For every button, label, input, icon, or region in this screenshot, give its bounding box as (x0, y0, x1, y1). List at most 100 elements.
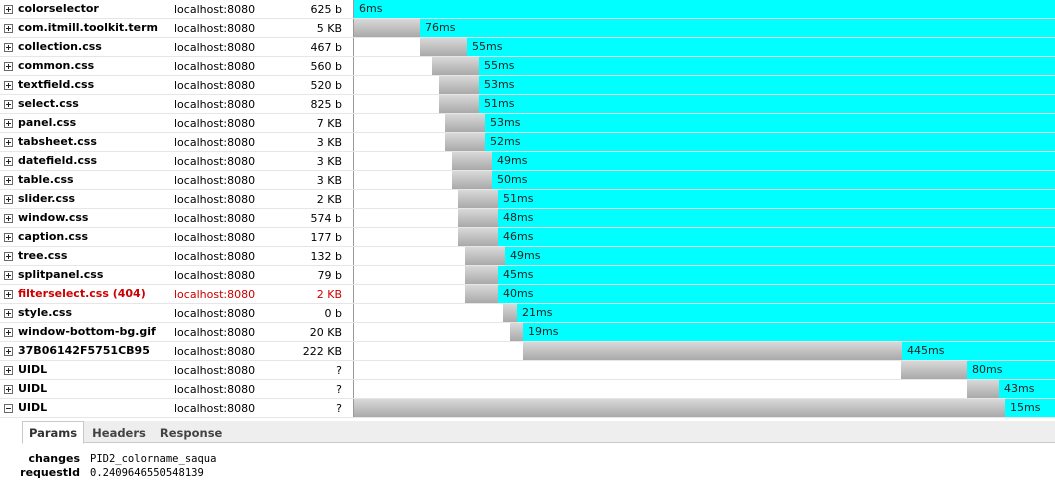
request-url[interactable]: tabsheet.css (18, 133, 168, 150)
request-timeline: 445ms (353, 342, 1055, 360)
request-url[interactable]: panel.css (18, 114, 168, 131)
tab-params[interactable]: Params (22, 421, 84, 444)
expand-icon[interactable] (4, 157, 13, 166)
expand-icon[interactable] (4, 271, 13, 280)
expand-icon[interactable] (4, 252, 13, 261)
timeline-cache-bar (492, 152, 1055, 170)
expand-icon[interactable] (4, 119, 13, 128)
request-url[interactable]: filterselect.css (404) (18, 285, 168, 302)
expand-icon[interactable] (4, 138, 13, 147)
request-timeline: 49ms (353, 152, 1055, 170)
timeline-wait-bar (354, 304, 503, 322)
request-row[interactable]: textfield.css localhost:8080 520 b 53ms (0, 76, 1055, 95)
request-row[interactable]: window.css localhost:8080 574 b 48ms (0, 209, 1055, 228)
request-url[interactable]: table.css (18, 171, 168, 188)
request-url[interactable]: UIDL (18, 399, 168, 416)
expand-icon[interactable] (4, 328, 13, 337)
request-row[interactable]: UIDL localhost:8080? 43ms (0, 380, 1055, 399)
expand-icon[interactable] (4, 176, 13, 185)
request-row[interactable]: splitpanel.css localhost:8080 79 b 45ms (0, 266, 1055, 285)
request-timeline: 53ms (353, 114, 1055, 132)
request-url[interactable]: caption.css (18, 228, 168, 245)
timeline-duration-label: 55ms (484, 59, 514, 73)
expand-icon[interactable] (4, 366, 13, 375)
timeline-duration-label: 52ms (490, 135, 520, 149)
expand-icon[interactable] (4, 5, 13, 14)
request-row[interactable]: datefield.css localhost:8080 3 KB 49ms (0, 152, 1055, 171)
expand-icon[interactable] (4, 233, 13, 242)
request-domain: localhost:8080 (174, 115, 255, 132)
request-row[interactable]: colorselector localhost:8080 625 b 6ms (0, 0, 1055, 19)
request-url[interactable]: window.css (18, 209, 168, 226)
request-timeline: 6ms (353, 0, 1055, 18)
request-size: 467 b (270, 39, 342, 56)
timeline-load-bar (465, 247, 505, 265)
timeline-load-bar (439, 76, 479, 94)
request-url[interactable]: datefield.css (18, 152, 168, 169)
timeline-wait-bar (354, 247, 465, 265)
request-row[interactable]: panel.css localhost:8080 7 KB 53ms (0, 114, 1055, 133)
request-timeline: 50ms (353, 171, 1055, 189)
request-row[interactable]: style.css localhost:8080 0 b 21ms (0, 304, 1055, 323)
expand-icon[interactable] (4, 24, 13, 33)
expand-icon[interactable] (4, 100, 13, 109)
request-url[interactable]: com.itmill.toolkit.term (18, 19, 168, 36)
request-url[interactable]: collection.css (18, 38, 168, 55)
expand-icon[interactable] (4, 195, 13, 204)
request-row[interactable]: com.itmill.toolkit.term localhost:8080 5 K… (0, 19, 1055, 38)
param-name: changes (0, 452, 80, 466)
request-url[interactable]: colorselector (18, 0, 168, 17)
request-row[interactable]: caption.css localhost:8080 177 b 46ms (0, 228, 1055, 247)
tab-response[interactable]: Response (154, 422, 228, 444)
request-url[interactable]: select.css (18, 95, 168, 112)
request-row[interactable]: UIDL localhost:8080? 15ms (0, 399, 1055, 418)
request-row[interactable]: table.css localhost:8080 3 KB 50ms (0, 171, 1055, 190)
request-url[interactable]: slider.css (18, 190, 168, 207)
request-row[interactable]: 37B06142F5751CB95 localhost:8080 222 KB 445… (0, 342, 1055, 361)
expand-icon[interactable] (4, 347, 13, 356)
request-size: 625 b (270, 1, 342, 18)
timeline-wait-bar (354, 266, 465, 284)
request-row[interactable]: filterselect.css (404) localhost:8080 2 KB… (0, 285, 1055, 304)
timeline-load-bar (967, 380, 999, 398)
request-timeline: 80ms (353, 361, 1055, 379)
request-row[interactable]: UIDL localhost:8080? 80ms (0, 361, 1055, 380)
request-row[interactable]: tabsheet.css localhost:8080 3 KB 52ms (0, 133, 1055, 152)
request-url[interactable]: window-bottom-bg.gif (18, 323, 168, 340)
request-url[interactable]: tree.css (18, 247, 168, 264)
request-url[interactable]: common.css (18, 57, 168, 74)
request-size: 2 KB (270, 286, 342, 303)
expand-icon[interactable] (4, 214, 13, 223)
request-row[interactable]: tree.css localhost:8080 132 b 49ms (0, 247, 1055, 266)
network-request-list: colorselector localhost:8080 625 b 6ms com.i… (0, 0, 1055, 418)
timeline-duration-label: 51ms (503, 192, 533, 206)
timeline-cache-bar (467, 38, 1055, 56)
expand-icon[interactable] (4, 290, 13, 299)
timeline-duration-label: 43ms (1004, 382, 1034, 396)
request-domain: localhost:8080 (174, 20, 255, 37)
expand-icon[interactable] (4, 309, 13, 318)
request-url[interactable]: splitpanel.css (18, 266, 168, 283)
request-row[interactable]: select.css localhost:8080 825 b 51ms (0, 95, 1055, 114)
request-url[interactable]: UIDL (18, 380, 168, 397)
request-row[interactable]: collection.css localhost:8080 467 b 55ms (0, 38, 1055, 57)
request-url[interactable]: UIDL (18, 361, 168, 378)
request-row[interactable]: slider.css localhost:8080 2 KB 51ms (0, 190, 1055, 209)
request-url[interactable]: 37B06142F5751CB95 (18, 342, 168, 359)
timeline-cache-bar (505, 247, 1055, 265)
request-row[interactable]: window-bottom-bg.gif localhost:8080 20 KB 1… (0, 323, 1055, 342)
request-timeline: 51ms (353, 95, 1055, 113)
timeline-wait-bar (354, 380, 967, 398)
request-domain: localhost:8080 (174, 96, 255, 113)
expand-icon[interactable] (4, 62, 13, 71)
request-url[interactable]: style.css (18, 304, 168, 321)
timeline-cache-bar (485, 133, 1055, 151)
request-row[interactable]: common.css localhost:8080 560 b 55ms (0, 57, 1055, 76)
collapse-icon[interactable] (4, 404, 13, 413)
tab-headers[interactable]: Headers (86, 422, 152, 444)
expand-icon[interactable] (4, 43, 13, 52)
request-size: 132 b (270, 248, 342, 265)
request-url[interactable]: textfield.css (18, 76, 168, 93)
expand-icon[interactable] (4, 385, 13, 394)
expand-icon[interactable] (4, 81, 13, 90)
